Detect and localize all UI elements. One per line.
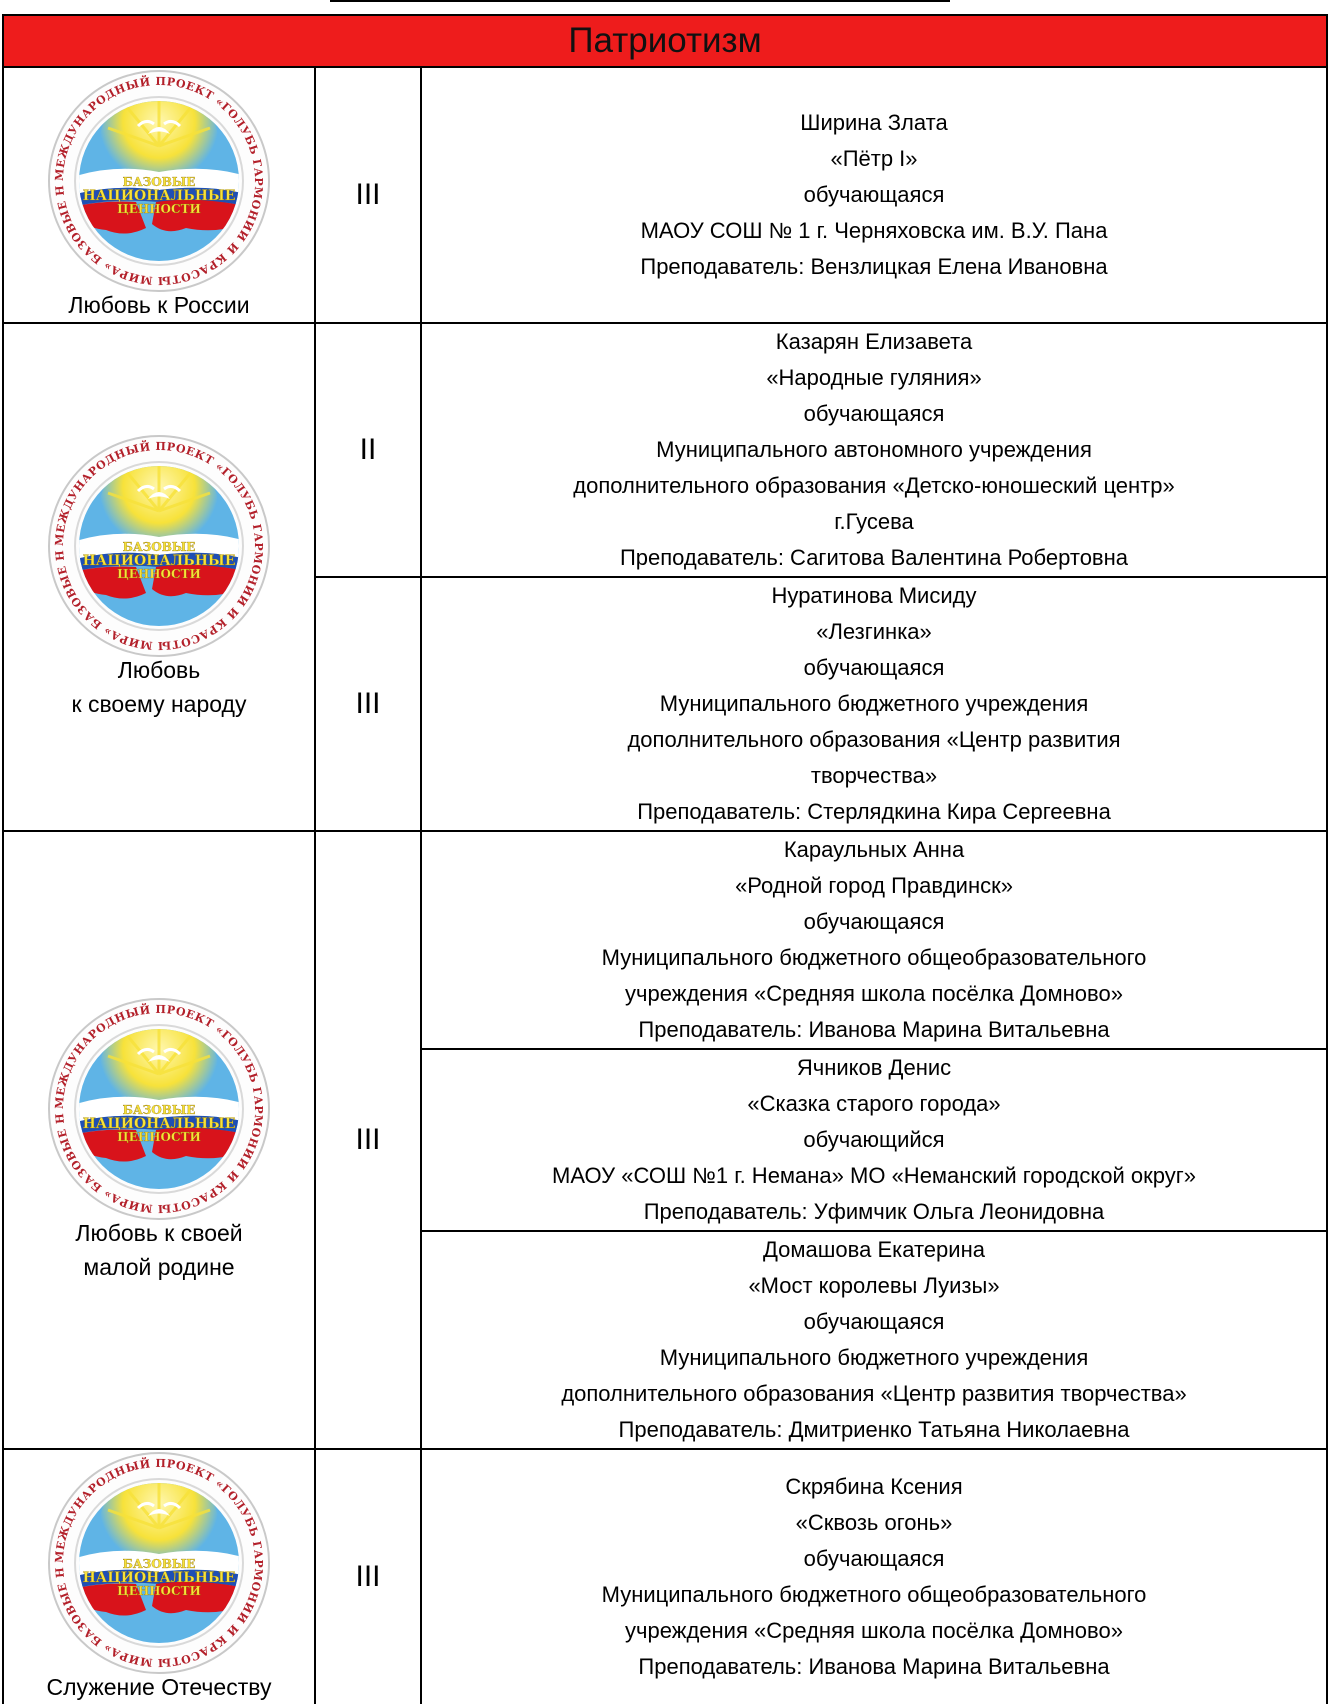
- nomination-label: Любовь к России: [68, 292, 250, 318]
- svg-text:НАЦИОНАЛЬНЫЕ: НАЦИОНАЛЬНЫЕ: [83, 1116, 236, 1132]
- entry-cell: Караульных Анна «Родной город Правдинск» о…: [419, 830, 1329, 1050]
- entry-line: дополнительного образования «Детско-юнош…: [573, 473, 1175, 498]
- entry-line: дополнительного образования «Центр разви…: [627, 727, 1121, 752]
- svg-text:НАЦИОНАЛЬНЫЕ: НАЦИОНАЛЬНЫЕ: [83, 553, 236, 569]
- entry-line: «Сказка старого города»: [747, 1091, 1001, 1116]
- svg-text:БАЗОВЫЕ: БАЗОВЫЕ: [123, 540, 196, 554]
- emblem-logo: МЕЖДУНАРОДНЫЙ ПРОЕКТ «ГОЛУБЬ ГАРМОНИИ И …: [46, 433, 272, 659]
- emblem-logo: МЕЖДУНАРОДНЫЙ ПРОЕКТ «ГОЛУБЬ ГАРМОНИИ И …: [46, 996, 272, 1222]
- entry-line: Караульных Анна: [783, 837, 965, 862]
- emblem-logo: МЕЖДУНАРОДНЫЙ ПРОЕКТ «ГОЛУБЬ ГАРМОНИИ И …: [46, 1450, 272, 1676]
- entry-line: дополнительного образования «Центр разви…: [561, 1381, 1187, 1406]
- entry-line: Ширина Злата: [800, 110, 948, 135]
- entry-line: «Сквозь огонь»: [795, 1510, 953, 1535]
- entry-line: Муниципального бюджетного общеобразовате…: [601, 1582, 1147, 1607]
- entry-cell: Ширина Злата «Пётр I» обучающаяся МАОУ СОШ …: [419, 66, 1329, 324]
- entry-line: МАОУ СОШ № 1 г. Черняховска им. В.У. Пан…: [640, 218, 1108, 243]
- entry-line: «Родной город Правдинск»: [735, 873, 1013, 898]
- entry-line: Преподаватель: Иванова Марина Витальевна: [638, 1017, 1110, 1042]
- entry-line: Преподаватель: Иванова Марина Витальевна: [638, 1654, 1110, 1679]
- entry-line: МАОУ «СОШ №1 г. Немана» МО «Неманский го…: [552, 1163, 1196, 1188]
- entry-line: обучающаяся: [803, 909, 945, 934]
- entry-line: «Народные гуляния»: [766, 365, 982, 390]
- svg-text:НАЦИОНАЛЬНЫЕ: НАЦИОНАЛЬНЫЕ: [83, 1570, 236, 1586]
- entry-line: г.Гусева: [834, 509, 914, 534]
- entry-line: Преподаватель: Дмитриенко Татьяна Никола…: [618, 1417, 1130, 1442]
- entry-line: Преподаватель: Уфимчик Ольга Леонидовна: [643, 1199, 1105, 1224]
- entry-cell: Домашова Екатерина «Мост королевы Луизы» о…: [419, 1230, 1329, 1450]
- entry-line: Казарян Елизавета: [775, 329, 973, 354]
- entry-cell: Скрябина Ксения «Сквозь огонь» обучающаяся…: [419, 1448, 1329, 1704]
- entry-line: творчества»: [810, 763, 938, 788]
- svg-text:ЦЕННОСТИ: ЦЕННОСТИ: [117, 202, 201, 216]
- section-title: Патриотизм: [1, 14, 1329, 68]
- place-cell: III: [314, 576, 422, 832]
- nomination-cell: МЕЖДУНАРОДНЫЙ ПРОЕКТ «ГОЛУБЬ ГАРМОНИИ И …: [2, 322, 316, 832]
- place-cell: III: [314, 830, 422, 1450]
- entry-line: Преподаватель: Стерлядкина Кира Сергеевн…: [637, 799, 1111, 824]
- entry-cell: Нуратинова Мисиду «Лезгинка» обучающаяся Му…: [419, 576, 1329, 832]
- svg-text:БАЗОВЫЕ: БАЗОВЫЕ: [123, 1557, 196, 1571]
- svg-text:ЦЕННОСТИ: ЦЕННОСТИ: [117, 567, 201, 581]
- awards-table: Патриотизм МЕЖДУНАРОДНЫЙ ПРОЕКТ «ГОЛУБЬ …: [1, 14, 1329, 1704]
- entry-line: Муниципального бюджетного учреждения: [659, 1345, 1089, 1370]
- entry-line: Преподаватель: Сагитова Валентина Роберт…: [619, 545, 1129, 570]
- entry-line: Домашова Екатерина: [763, 1237, 985, 1262]
- entry-line: «Лезгинка»: [816, 619, 932, 644]
- place-cell: III: [314, 1448, 422, 1704]
- svg-text:БАЗОВЫЕ: БАЗОВЫЕ: [123, 175, 196, 189]
- entry-line: учреждения «Средняя школа посёлка Домнов…: [625, 1618, 1123, 1643]
- entry-line: обучающаяся: [803, 182, 945, 207]
- entry-line: Нуратинова Мисиду: [771, 583, 977, 608]
- entry-cell: Ячников Денис «Сказка старого города» обуч…: [419, 1048, 1329, 1232]
- entry-line: Муниципального бюджетного учреждения: [659, 691, 1089, 716]
- nomination-cell: МЕЖДУНАРОДНЫЙ ПРОЕКТ «ГОЛУБЬ ГАРМОНИИ И …: [2, 66, 316, 324]
- svg-text:БАЗОВЫЕ: БАЗОВЫЕ: [123, 1103, 196, 1117]
- emblem-logo: МЕЖДУНАРОДНЫЙ ПРОЕКТ «ГОЛУБЬ ГАРМОНИИ И …: [46, 68, 272, 294]
- svg-text:НАЦИОНАЛЬНЫЕ: НАЦИОНАЛЬНЫЕ: [83, 188, 236, 204]
- top-rule: [330, 0, 950, 6]
- entry-line: Скрябина Ксения: [785, 1474, 963, 1499]
- entry-line: обучающаяся: [803, 401, 945, 426]
- entry-line: обучающийся: [803, 1127, 945, 1152]
- entry-line: обучающаяся: [803, 1546, 945, 1571]
- nomination-cell: МЕЖДУНАРОДНЫЙ ПРОЕКТ «ГОЛУБЬ ГАРМОНИИ И …: [2, 830, 316, 1450]
- entry-cell: Казарян Елизавета «Народные гуляния» обуча…: [419, 322, 1329, 578]
- entry-line: «Пётр I»: [830, 146, 918, 171]
- entry-line: Преподаватель: Вензлицкая Елена Ивановна: [640, 254, 1108, 279]
- entry-line: Муниципального автономного учреждения: [656, 437, 1092, 462]
- entry-line: Ячников Денис: [796, 1055, 952, 1080]
- nomination-label: Служение Отечеству: [46, 1674, 272, 1700]
- nomination-label: Любовь к своему народу: [71, 657, 247, 717]
- entry-line: учреждения «Средняя школа посёлка Домнов…: [625, 981, 1123, 1006]
- nomination-label: Любовь к своей малой родине: [75, 1220, 243, 1280]
- entry-line: обучающаяся: [803, 1309, 945, 1334]
- place-cell: III: [314, 66, 422, 324]
- nomination-cell: МЕЖДУНАРОДНЫЙ ПРОЕКТ «ГОЛУБЬ ГАРМОНИИ И …: [2, 1448, 316, 1704]
- entry-line: «Мост королевы Луизы»: [748, 1273, 1000, 1298]
- svg-text:ЦЕННОСТИ: ЦЕННОСТИ: [117, 1130, 201, 1144]
- place-cell: II: [314, 322, 422, 578]
- entry-line: Муниципального бюджетного общеобразовате…: [601, 945, 1147, 970]
- entry-line: обучающаяся: [803, 655, 945, 680]
- svg-text:ЦЕННОСТИ: ЦЕННОСТИ: [117, 1584, 201, 1598]
